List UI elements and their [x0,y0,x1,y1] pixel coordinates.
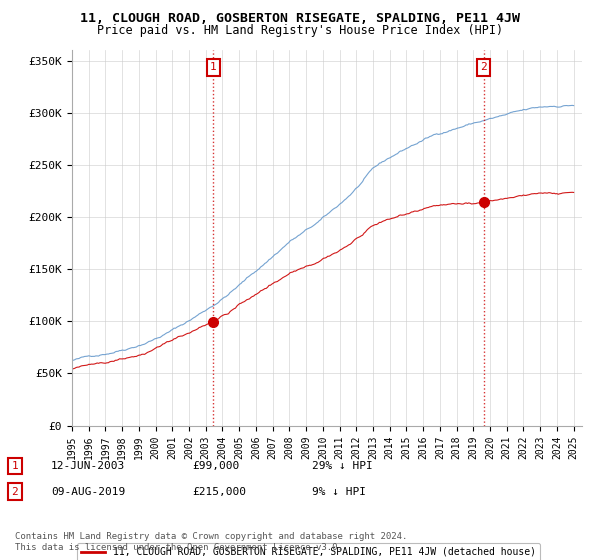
Text: 12-JUN-2003: 12-JUN-2003 [51,461,125,471]
Text: 09-AUG-2019: 09-AUG-2019 [51,487,125,497]
Text: £99,000: £99,000 [192,461,239,471]
Text: Price paid vs. HM Land Registry's House Price Index (HPI): Price paid vs. HM Land Registry's House … [97,24,503,36]
Text: Contains HM Land Registry data © Crown copyright and database right 2024.
This d: Contains HM Land Registry data © Crown c… [15,532,407,552]
Text: 29% ↓ HPI: 29% ↓ HPI [312,461,373,471]
Text: 9% ↓ HPI: 9% ↓ HPI [312,487,366,497]
Text: 2: 2 [481,62,487,72]
Text: 11, CLOUGH ROAD, GOSBERTON RISEGATE, SPALDING, PE11 4JW: 11, CLOUGH ROAD, GOSBERTON RISEGATE, SPA… [80,12,520,25]
Text: 1: 1 [210,62,217,72]
Text: 1: 1 [11,461,19,471]
Legend: 11, CLOUGH ROAD, GOSBERTON RISEGATE, SPALDING, PE11 4JW (detached house), HPI: A: 11, CLOUGH ROAD, GOSBERTON RISEGATE, SPA… [77,543,540,560]
Text: 2: 2 [11,487,19,497]
Text: £215,000: £215,000 [192,487,246,497]
